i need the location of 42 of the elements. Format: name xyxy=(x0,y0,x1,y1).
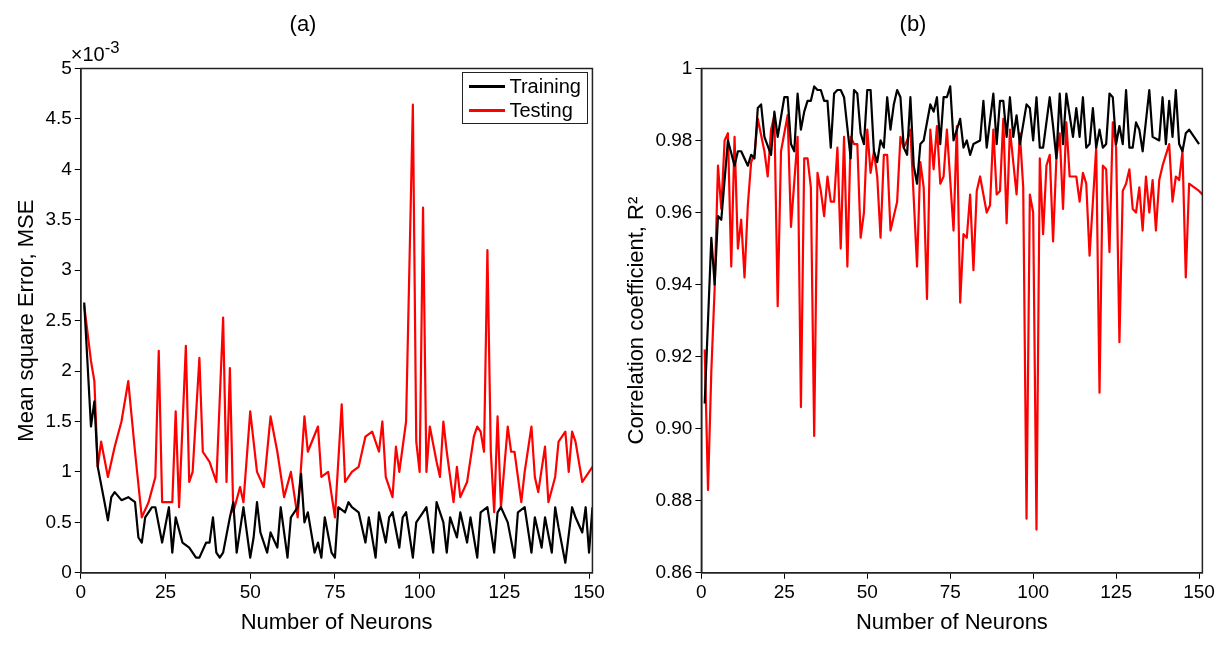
y-tick-label: 0.5 xyxy=(45,510,72,532)
y-tick-label: 0.86 xyxy=(655,561,693,583)
x-tick-label: 0 xyxy=(75,581,87,603)
y-tick-label: 1.5 xyxy=(45,409,72,431)
x-tick-label: 50 xyxy=(239,581,261,603)
y-tick-label: 4.5 xyxy=(45,107,72,129)
x-tick-label: 25 xyxy=(154,581,177,603)
y-tick-label: 0.98 xyxy=(655,128,693,150)
legend-label: Training xyxy=(509,74,581,99)
y-tick-label: 1 xyxy=(681,56,693,78)
y-tick-label: 5 xyxy=(61,56,72,78)
y-tick-label: 0.88 xyxy=(655,488,693,510)
x-tick-label: 100 xyxy=(1017,581,1050,603)
y-tick-label: 2.5 xyxy=(45,308,72,330)
x-tick-label: 100 xyxy=(403,581,436,603)
y-tick-label: 4 xyxy=(61,157,73,179)
y-tick-label: 0.92 xyxy=(655,344,693,366)
y-tick-label: 3.5 xyxy=(45,207,72,229)
legend-label: Testing xyxy=(509,98,573,123)
y-tick-label: 0 xyxy=(61,561,72,583)
x-tick-label: 75 xyxy=(939,581,961,603)
y-tick-label: 3 xyxy=(61,258,72,280)
y-tick-label: 1 xyxy=(61,460,72,482)
chart-title: (b) xyxy=(899,11,927,37)
x-tick-label: 150 xyxy=(1183,581,1215,603)
x-tick-label: 25 xyxy=(773,581,795,603)
y-axis-title: Correlation coefficient, R² xyxy=(623,196,649,445)
x-tick-label: 125 xyxy=(488,581,521,603)
x-axis-title: Number of Neurons xyxy=(855,608,1048,634)
x-axis-title: Number of Neurons xyxy=(240,608,433,634)
x-tick-label: 50 xyxy=(856,581,878,603)
x-tick-label: 150 xyxy=(573,581,605,603)
y-axis-title: Mean square Error, MSE xyxy=(13,199,39,442)
text: ×10$^{-3}$ xyxy=(70,38,120,66)
x-tick-label: 0 xyxy=(696,581,707,603)
y-tick-label: 0.90 xyxy=(655,416,693,438)
y-tick-label: 2 xyxy=(61,359,72,381)
chart-title: (a) xyxy=(289,11,317,37)
y-tick-label: 0.96 xyxy=(655,200,693,222)
x-tick-label: 75 xyxy=(324,581,346,603)
y-tick-label: 0.94 xyxy=(655,272,693,294)
x-tick-label: 125 xyxy=(1100,581,1132,603)
